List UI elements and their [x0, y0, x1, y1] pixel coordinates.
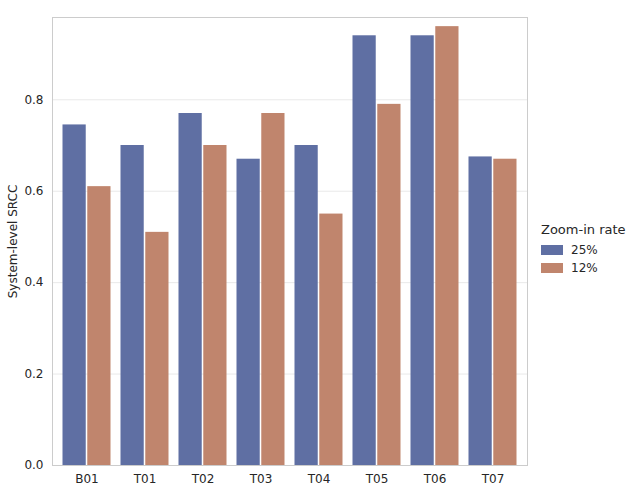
svg-text:0.6: 0.6: [24, 184, 43, 198]
svg-text:0.0: 0.0: [24, 458, 43, 472]
svg-text:T04: T04: [307, 472, 331, 486]
svg-text:System-level SRCC: System-level SRCC: [6, 185, 20, 299]
svg-text:0.4: 0.4: [24, 275, 43, 289]
html-text:25%: 25%: [571, 242, 598, 257]
svg-text:T02: T02: [191, 472, 215, 486]
svg-text:T06: T06: [423, 472, 447, 486]
svg-text:T03: T03: [249, 472, 273, 486]
svg-text:T01: T01: [133, 472, 157, 486]
html-text:Zoom-in rate: Zoom-in rate: [541, 221, 626, 237]
svg-text:0.2: 0.2: [24, 367, 43, 381]
svg-text:0.8: 0.8: [24, 93, 43, 107]
svg-text:T05: T05: [365, 472, 389, 486]
svg-text:B01: B01: [75, 472, 99, 486]
html-text:12%: 12%: [571, 260, 598, 275]
svg-text:T07: T07: [481, 472, 505, 486]
